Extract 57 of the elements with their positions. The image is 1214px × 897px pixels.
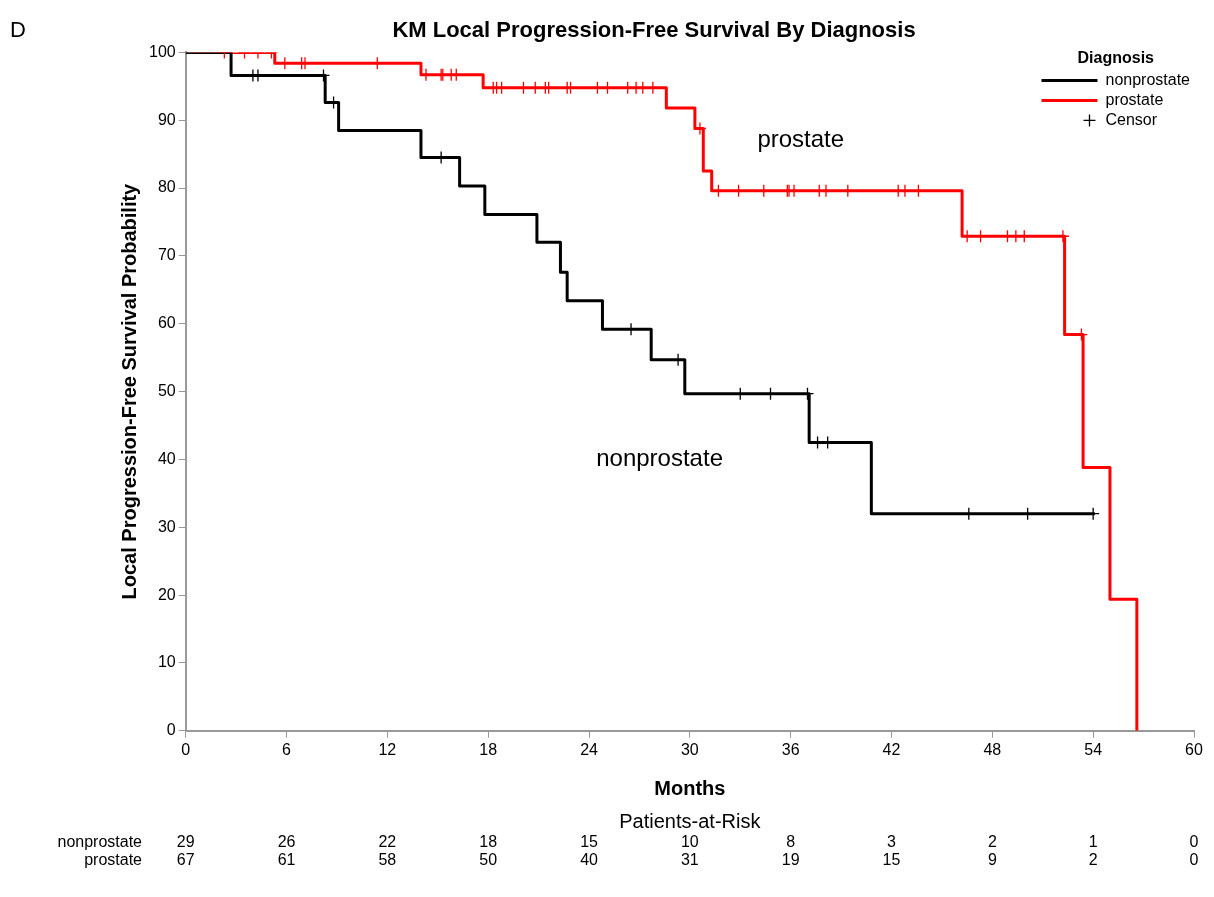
x-tick-label: 48 xyxy=(983,740,1002,758)
text: 0 xyxy=(1189,833,1199,851)
text: 18 xyxy=(479,833,498,851)
legend-label: nonprostate xyxy=(1105,70,1191,88)
text: 58 xyxy=(378,851,397,869)
text: prostate xyxy=(84,851,143,869)
text: 19 xyxy=(781,851,800,869)
text: nonprostate xyxy=(57,833,143,851)
text: 40 xyxy=(580,851,599,869)
y-axis-title: Local Progression-Free Survival Probability xyxy=(117,182,140,600)
legend-label: Censor xyxy=(1105,110,1158,128)
text: 2 xyxy=(987,833,997,851)
y-tick-label: 10 xyxy=(157,653,176,671)
y-tick-label: 40 xyxy=(157,449,176,467)
x-tick-label: 24 xyxy=(580,740,599,758)
y-tick-label: 90 xyxy=(157,110,176,128)
y-tick-label: 60 xyxy=(157,314,176,332)
y-tick-label: 70 xyxy=(157,246,176,264)
text: 15 xyxy=(580,833,599,851)
y-tick-label: 30 xyxy=(157,517,176,535)
annotation: prostate xyxy=(757,125,845,153)
text: 26 xyxy=(277,833,296,851)
y-tick-label: 100 xyxy=(148,42,176,60)
x-tick-label: 30 xyxy=(680,740,699,758)
x-axis-title: Months xyxy=(654,776,726,799)
x-tick-label: 0 xyxy=(181,740,191,758)
text: D xyxy=(10,17,26,43)
y-tick-label: 0 xyxy=(166,721,176,739)
text: 50 xyxy=(479,851,498,869)
text: 10 xyxy=(680,833,699,851)
x-tick-label: 60 xyxy=(1185,740,1203,758)
chart-title: KM Local Progression-Free Survival By Diagnosis xyxy=(392,17,916,43)
legend-title: Diagnosis xyxy=(1077,48,1155,66)
x-tick-label: 42 xyxy=(882,740,901,758)
text: 2 xyxy=(1088,851,1098,869)
x-tick-label: 6 xyxy=(282,740,292,758)
text: 8 xyxy=(786,833,796,851)
annotation: nonprostate xyxy=(596,444,723,472)
text: 0 xyxy=(1189,851,1199,869)
x-tick-label: 36 xyxy=(781,740,800,758)
y-tick-label: 80 xyxy=(157,178,176,196)
y-tick-label: 20 xyxy=(157,585,176,603)
legend-label: prostate xyxy=(1105,90,1164,108)
x-tick-label: 54 xyxy=(1084,740,1103,758)
text: Patients-at-Risk xyxy=(619,810,762,833)
text: 22 xyxy=(378,833,397,851)
text: 29 xyxy=(176,833,195,851)
text: 3 xyxy=(887,833,897,851)
text: 31 xyxy=(680,851,699,869)
x-tick-label: 18 xyxy=(479,740,498,758)
x-tick-label: 12 xyxy=(378,740,397,758)
text: 67 xyxy=(176,851,195,869)
text: 9 xyxy=(987,851,997,869)
text: 1 xyxy=(1088,833,1098,851)
y-tick-label: 50 xyxy=(157,382,176,400)
text: 61 xyxy=(277,851,296,869)
text: 15 xyxy=(882,851,901,869)
